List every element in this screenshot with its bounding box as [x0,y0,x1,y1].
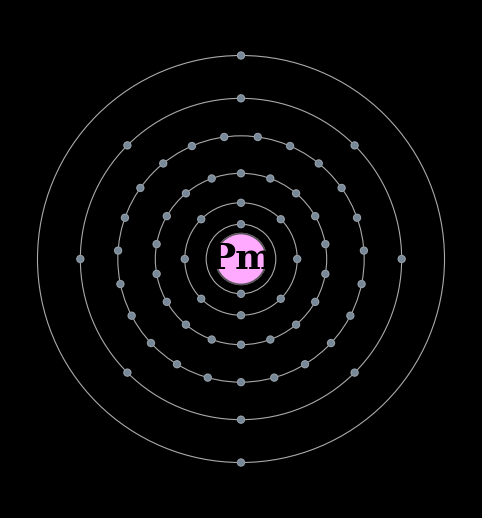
Circle shape [208,336,215,343]
Circle shape [238,312,244,319]
Circle shape [238,52,244,59]
Circle shape [287,142,294,150]
Circle shape [174,361,180,368]
Circle shape [267,175,274,182]
Circle shape [181,255,188,263]
Text: Pm: Pm [208,242,274,276]
Circle shape [347,312,354,319]
Circle shape [208,175,215,182]
Circle shape [198,295,205,302]
Circle shape [294,255,301,263]
Circle shape [160,160,167,167]
Circle shape [398,255,405,263]
Circle shape [121,214,128,221]
Circle shape [328,340,335,347]
Circle shape [254,134,261,140]
Circle shape [147,340,154,347]
Circle shape [271,374,278,381]
Circle shape [153,270,160,277]
Circle shape [198,216,205,223]
Circle shape [163,298,170,305]
Circle shape [238,170,244,177]
Circle shape [293,321,299,328]
Circle shape [221,134,228,140]
Circle shape [354,214,361,221]
Circle shape [312,213,319,220]
Circle shape [322,270,329,277]
Circle shape [215,234,267,284]
Circle shape [128,312,135,319]
Circle shape [204,374,211,381]
Circle shape [115,247,121,254]
Circle shape [338,184,345,192]
Circle shape [351,369,358,376]
Circle shape [117,281,124,287]
Circle shape [188,142,195,150]
Circle shape [322,241,329,248]
Circle shape [293,190,299,197]
Circle shape [351,142,358,149]
Circle shape [302,361,308,368]
Circle shape [153,241,160,248]
Circle shape [361,247,367,254]
Circle shape [312,298,319,305]
Circle shape [137,184,144,192]
Circle shape [238,199,244,206]
Circle shape [238,221,244,228]
Circle shape [77,255,84,263]
Circle shape [238,416,244,423]
Circle shape [238,95,244,102]
Circle shape [163,213,170,220]
Circle shape [238,341,244,348]
Circle shape [238,290,244,297]
Circle shape [277,295,284,302]
Circle shape [315,160,322,167]
Circle shape [183,321,189,328]
Circle shape [358,281,365,287]
Circle shape [124,369,131,376]
Circle shape [183,190,189,197]
Circle shape [124,142,131,149]
Circle shape [238,379,244,386]
Circle shape [267,336,274,343]
Circle shape [277,216,284,223]
Circle shape [238,459,244,466]
